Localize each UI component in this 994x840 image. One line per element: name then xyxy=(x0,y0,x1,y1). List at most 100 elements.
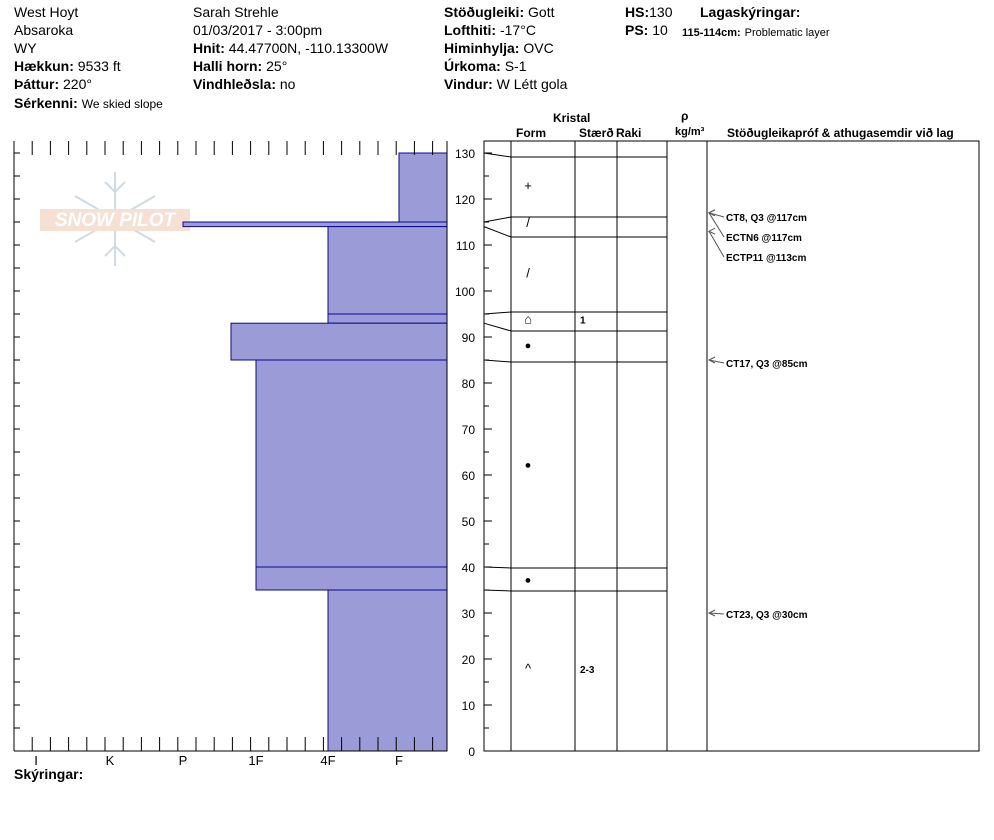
precip-row: Úrkoma: S-1 xyxy=(444,58,526,74)
hardness-layer-6 xyxy=(255,566,448,591)
depth-tick-label: 10 xyxy=(462,699,476,713)
test-pointer xyxy=(708,359,725,364)
slope-value: 25° xyxy=(266,58,288,74)
crystal-form-symbol: ● xyxy=(525,340,532,352)
test-arrowhead xyxy=(707,356,716,364)
layer-boundary xyxy=(483,322,667,332)
layer-notes-label: Lagaskýringar: xyxy=(700,4,801,20)
rho-header: ρ xyxy=(681,109,689,123)
slope-label: Halli horn: xyxy=(193,58,263,74)
hardness-layer-4 xyxy=(230,322,448,361)
test-pointer xyxy=(708,612,725,615)
layer-boundary xyxy=(483,589,667,592)
sky-label: Himinhylja: xyxy=(444,40,520,56)
stability-label: Stöðugleiki: xyxy=(444,4,525,20)
elevation-value: 9533 ft xyxy=(77,58,121,74)
stability-row: Stöðugleiki: Gott xyxy=(444,4,554,20)
mountain-range: Absaroka xyxy=(14,22,74,38)
density-unit-header: kg/m³ xyxy=(675,126,705,138)
test-arrowhead xyxy=(707,609,716,617)
layer-boundary xyxy=(483,226,667,238)
depth-tick-label: 30 xyxy=(462,607,476,621)
crystal-form-symbol: / xyxy=(526,215,530,230)
logo-band xyxy=(40,209,190,231)
stability-test-label: ECTP11 @113cm xyxy=(726,253,806,264)
hardness-tick-label: K xyxy=(106,753,115,768)
hs-row: HS:130 xyxy=(625,4,672,20)
legend-label: Skýringar: xyxy=(14,766,84,782)
wind-label: Vindur: xyxy=(444,76,493,92)
layer-note-text: Problematic layer xyxy=(744,27,830,39)
air-temp-label: Lofthiti: xyxy=(444,22,497,38)
elevation-row: Hækkun: 9533 ft xyxy=(14,58,121,74)
hardness-axes: I K P 1F 4F F 0 10 20 30 40 50 60 70 80 90 100 110 120 130 xyxy=(13,141,492,768)
layer-boundary xyxy=(483,311,667,315)
depth-tick-label: 70 xyxy=(462,423,476,437)
form-header: Form xyxy=(516,126,546,140)
test-arrowhead xyxy=(707,227,716,235)
hardness-tick-label: I xyxy=(34,753,38,768)
wind-value: W Létt gola xyxy=(496,76,568,92)
precip-label: Úrkoma: xyxy=(444,58,501,74)
sky-row: Himinhylja: OVC xyxy=(444,40,554,56)
crystal-form-symbol: ● xyxy=(525,575,532,587)
stability-test-label: ECTN6 @117cm xyxy=(726,233,802,244)
layer-boundary xyxy=(483,152,667,158)
logo-text: SNOW PILOT xyxy=(55,210,177,231)
crystal-form-symbol: ● xyxy=(525,460,532,472)
hardness-layers xyxy=(182,152,448,752)
precip-value: S-1 xyxy=(504,58,527,74)
crystal-form-symbol: ⌂ xyxy=(524,312,532,327)
depth-tick-label: 50 xyxy=(462,515,476,529)
test-arrowhead xyxy=(707,209,716,217)
slope-row: Halli horn: 25° xyxy=(193,58,287,74)
test-pointer xyxy=(708,212,725,238)
kristal-header: Kristal xyxy=(553,111,591,125)
depth-tick-label: 80 xyxy=(462,377,476,391)
coords-row: Hnit: 44.47700N, -110.13300W xyxy=(193,40,388,56)
crystal-form-symbol: / xyxy=(526,266,530,281)
depth-tick-label: 60 xyxy=(462,469,476,483)
hardness-tick-label: P xyxy=(179,753,188,768)
stability-test-label: CT17, Q3 @85cm xyxy=(726,359,808,370)
depth-tick-label: 110 xyxy=(456,239,475,253)
features-row: Sérkenni: We skied slope xyxy=(14,95,163,112)
crystal-form-symbol: ^ xyxy=(525,661,532,676)
layer-note-range: 115-114cm: xyxy=(682,27,741,39)
hardness-layer-0 xyxy=(398,152,448,223)
layer-note-row: 115-114cm: Problematic layer xyxy=(682,23,830,41)
hardness-tick-label: 4F xyxy=(320,753,335,768)
crystal-form-symbol: + xyxy=(524,178,532,193)
hardness-layer-2 xyxy=(327,226,448,315)
crystal-grid: + / / ⌂ 1 ● ● ● ^ 2-3 CT8, Q3 @117cm ECTN6 @117cm EC… xyxy=(483,140,980,752)
ps-row: PS: 10 xyxy=(625,22,668,38)
elevation-label: Hækkun: xyxy=(14,58,74,74)
size-header: Stærð xyxy=(579,126,614,140)
location-name: West Hoyt xyxy=(14,4,79,20)
features-value: We skied slope xyxy=(81,97,163,111)
hardness-layer-3 xyxy=(327,313,448,324)
depth-tick-label: 90 xyxy=(462,331,476,345)
layer-boundary xyxy=(483,216,667,223)
air-temp-row: Lofthiti: -17°C xyxy=(444,22,536,38)
aspect-value: 220° xyxy=(63,76,92,92)
features-label: Sérkenni: xyxy=(14,95,78,111)
depth-tick-label: 100 xyxy=(455,285,475,299)
wind-loading-row: Vindhleðsla: no xyxy=(193,76,295,92)
tests-header: Stöðugleikapróf & athugasemdir við lag xyxy=(727,126,954,140)
aspect-label: Þáttur: xyxy=(14,76,60,92)
stability-test-label: CT23, Q3 @30cm xyxy=(726,610,808,621)
depth-tick-label: 130 xyxy=(455,147,475,161)
layer-boundary xyxy=(483,359,667,363)
hardness-layer-5 xyxy=(255,359,448,568)
grid-frame xyxy=(483,140,980,752)
ps-value: 10 xyxy=(652,22,668,38)
hardness-tick-label: 1F xyxy=(248,753,263,768)
stability-test-label: CT8, Q3 @117cm xyxy=(726,213,807,224)
hs-value: 130 xyxy=(649,4,673,20)
wind-loading-label: Vindhleðsla: xyxy=(193,76,276,92)
crystal-size-label: 2-3 xyxy=(580,665,595,676)
wind-loading-value: no xyxy=(279,76,296,92)
depth-tick-label: 0 xyxy=(468,745,475,759)
coords-value: 44.47700N, -110.13300W xyxy=(228,40,389,56)
